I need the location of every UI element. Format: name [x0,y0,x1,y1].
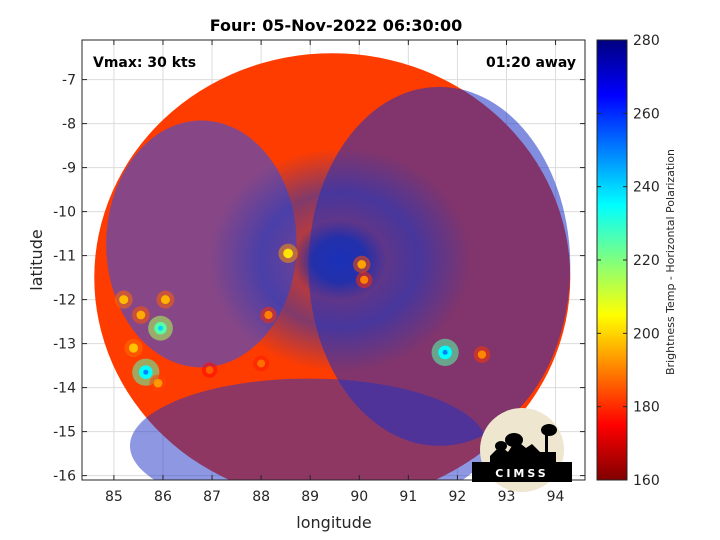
x-tick-label: 93 [498,489,516,505]
cold-cells [114,243,491,392]
x-tick-label: 86 [154,489,172,505]
plot-frame [81,39,586,481]
cold-cell [264,310,273,320]
swath-shading [130,378,487,480]
colorbar-tick-label: 200 [633,326,660,342]
storm-center [292,219,388,301]
cold-cell [257,359,266,368]
cold-cell [119,295,129,305]
y-tick-label: -13 [53,337,76,353]
y-tick-label: -7 [62,73,76,89]
cold-cell [205,366,214,374]
y-tick-label: -8 [62,117,76,133]
colorbar-tick-label: 180 [633,400,660,416]
y-tick-label: -11 [53,249,76,265]
y-axis-label: latitude [27,229,46,290]
colorbar-label: Brightness Temp - Horizontal Polarizatio… [664,149,677,375]
y-tick-label: -9 [62,161,76,177]
cold-cell-core [442,349,448,355]
x-tick-label: 87 [203,489,221,505]
cimss-logo: CIMSS [472,408,572,492]
cold-cell [153,378,163,388]
cold-cell [136,310,146,320]
x-tick-label: 91 [399,489,417,505]
cold-cell-core [143,369,149,375]
colorbar-tick-label: 240 [633,180,660,196]
y-tick-label: -14 [53,381,76,397]
cold-cell [477,350,487,359]
cold-cell [283,248,293,259]
cold-cell [128,343,139,353]
x-tick-label: 85 [105,489,123,505]
y-tick-label: -16 [53,469,76,485]
cold-cell [357,260,367,269]
y-axis-ticks: -7 -8 -9 -10 -11 -12 -13 -14 -15 -16 [53,73,585,485]
colorbar [596,39,628,481]
vmax-annotation: Vmax: 30 kts [93,55,196,71]
swath-image [94,53,571,480]
x-tick-label: 92 [448,489,466,505]
colorbar-tick-label: 280 [633,33,660,49]
cold-cell [360,275,369,284]
y-tick-label: -15 [53,425,76,441]
x-tick-label: 90 [350,489,368,505]
time-away-annotation: 01:20 away [486,55,576,71]
colorbar-tick-label: 220 [633,253,660,269]
chart-title: Four: 05-Nov-2022 06:30:00 [210,16,463,35]
y-tick-label: -10 [53,205,76,221]
colorbar-tick-label: 160 [633,473,660,489]
x-axis-label: longitude [296,513,371,532]
cold-cell [160,295,170,305]
x-tick-label: 88 [252,489,270,505]
x-tick-label: 94 [547,489,565,505]
cold-cell-core [158,325,164,331]
logo-text: CIMSS [495,467,548,480]
y-tick-label: -12 [53,293,76,309]
colorbar-ticks: 280 260 240 220 200 180 160 [597,33,660,489]
colorbar-tick-label: 260 [633,106,660,122]
x-tick-label: 89 [301,489,319,505]
